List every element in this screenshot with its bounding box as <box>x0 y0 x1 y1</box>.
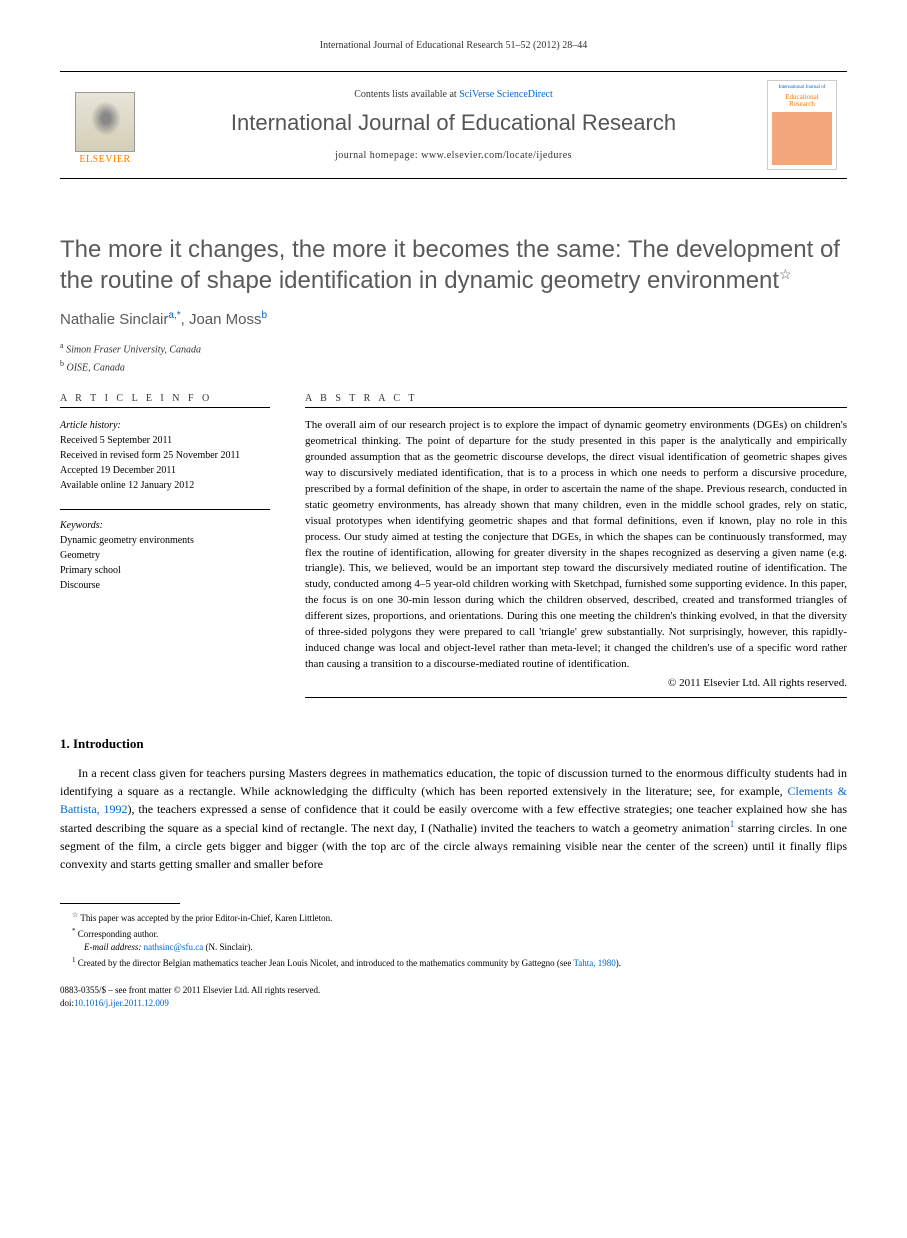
contents-prefix: Contents lists available at <box>354 89 459 100</box>
keyword-1: Dynamic geometry environments <box>60 533 270 548</box>
fn1-b: ). <box>616 958 621 968</box>
abstract-copyright: © 2011 Elsevier Ltd. All rights reserved… <box>305 677 847 689</box>
email-tail: (N. Sinclair). <box>203 942 253 952</box>
author-2-name: Joan Moss <box>189 311 262 328</box>
homepage-url: www.elsevier.com/locate/ijedures <box>421 150 572 161</box>
email-label: E-mail address: <box>84 942 144 952</box>
introduction-paragraph-1: In a recent class given for teachers pur… <box>60 764 847 873</box>
rule <box>60 407 270 408</box>
homepage-line: journal homepage: www.elsevier.com/locat… <box>155 150 752 161</box>
affiliation-b: b OISE, Canada <box>60 358 847 375</box>
running-head: International Journal of Educational Res… <box>60 40 847 51</box>
aff-a-text: Simon Fraser University, Canada <box>64 345 202 356</box>
abstract-heading: A B S T R A C T <box>305 393 847 404</box>
keywords-label: Keywords: <box>60 518 270 533</box>
masthead: ELSEVIER Contents lists available at Sci… <box>60 71 847 179</box>
footnote-corresponding: * Corresponding author. <box>60 926 847 942</box>
elsevier-label: ELSEVIER <box>79 154 130 165</box>
keyword-2: Geometry <box>60 548 270 563</box>
footnote-star: ☆ This paper was accepted by the prior E… <box>60 910 847 926</box>
rule <box>305 407 847 408</box>
intro-p1-a: In a recent class given for teachers pur… <box>60 766 847 798</box>
affiliation-a: a Simon Fraser University, Canada <box>60 340 847 357</box>
elsevier-logo: ELSEVIER <box>70 85 140 165</box>
journal-name: International Journal of Educational Res… <box>155 110 752 136</box>
rule <box>60 509 270 510</box>
affiliations: a Simon Fraser University, Canada b OISE… <box>60 340 847 375</box>
abstract-text: The overall aim of our research project … <box>305 418 847 673</box>
title-footnote-star: ☆ <box>779 266 792 282</box>
article-info-heading: A R T I C L E I N F O <box>60 393 270 404</box>
footnote-email: E-mail address: nathsinc@sfu.ca (N. Sinc… <box>60 941 847 955</box>
homepage-prefix: journal homepage: <box>335 150 421 161</box>
article-history-block: Article history: Received 5 September 20… <box>60 418 270 493</box>
footnote-rule <box>60 903 180 904</box>
article-info-column: A R T I C L E I N F O Article history: R… <box>60 393 270 708</box>
history-label: Article history: <box>60 418 270 433</box>
author-2-sup[interactable]: b <box>262 310 268 321</box>
received-date: Received 5 September 2011 <box>60 433 270 448</box>
introduction-section: 1. Introduction In a recent class given … <box>60 736 847 873</box>
cover-top-text: International Journal of <box>772 85 832 91</box>
author-1-sup[interactable]: a,* <box>168 310 180 321</box>
aff-b-text: OISE, Canada <box>64 362 125 373</box>
rule <box>305 697 847 698</box>
doi-link[interactable]: 10.1016/j.ijer.2011.12.009 <box>74 998 169 1008</box>
revised-date: Received in revised form 25 November 201… <box>60 448 270 463</box>
citation-tahta[interactable]: Tahta, 1980 <box>573 958 615 968</box>
doi-prefix: doi: <box>60 998 74 1008</box>
footnote-1: 1 Created by the director Belgian mathem… <box>60 955 847 971</box>
issn-line: 0883-0355/$ – see front matter © 2011 El… <box>60 984 847 997</box>
info-abstract-row: A R T I C L E I N F O Article history: R… <box>60 393 847 708</box>
author-1-name: Nathalie Sinclair <box>60 311 168 328</box>
online-date: Available online 12 January 2012 <box>60 478 270 493</box>
cover-title-text: Educational Research <box>772 94 832 109</box>
email-link[interactable]: nathsinc@sfu.ca <box>144 942 204 952</box>
abstract-column: A B S T R A C T The overall aim of our r… <box>305 393 847 708</box>
doi-line: doi:10.1016/j.ijer.2011.12.009 <box>60 997 847 1010</box>
masthead-center: Contents lists available at SciVerse Sci… <box>155 89 752 161</box>
author-sep: , <box>181 311 189 328</box>
article-title: The more it changes, the more it becomes… <box>60 234 847 296</box>
keyword-3: Primary school <box>60 563 270 578</box>
introduction-heading: 1. Introduction <box>60 736 847 752</box>
fn1-a: Created by the director Belgian mathemat… <box>76 958 574 968</box>
elsevier-tree-icon <box>75 92 135 152</box>
journal-cover-thumbnail: International Journal of Educational Res… <box>767 80 837 170</box>
footnotes: ☆ This paper was accepted by the prior E… <box>60 903 847 970</box>
cover-body <box>772 112 832 165</box>
accepted-date: Accepted 19 December 2011 <box>60 463 270 478</box>
fn-corr-text: Corresponding author. <box>76 929 159 939</box>
bottom-matter: 0883-0355/$ – see front matter © 2011 El… <box>60 984 847 1009</box>
authors: Nathalie Sinclaira,*, Joan Mossb <box>60 310 847 328</box>
keywords-block: Keywords: Dynamic geometry environments … <box>60 518 270 593</box>
title-text: The more it changes, the more it becomes… <box>60 236 840 294</box>
sciencedirect-link[interactable]: SciVerse ScienceDirect <box>459 89 553 100</box>
fn-star-text: This paper was accepted by the prior Edi… <box>78 913 332 923</box>
contents-line: Contents lists available at SciVerse Sci… <box>155 89 752 100</box>
keyword-4: Discourse <box>60 578 270 593</box>
